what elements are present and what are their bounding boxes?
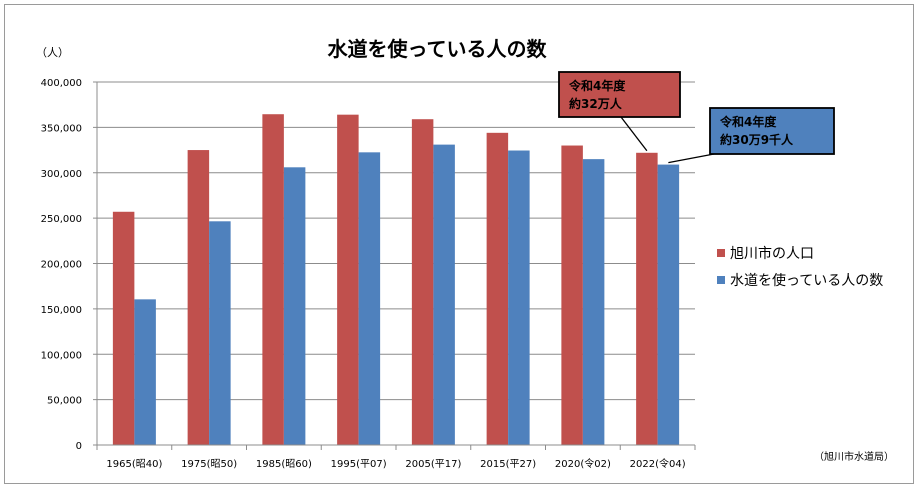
callout-box	[558, 71, 681, 118]
bar-water-users-4	[433, 144, 455, 445]
y-tick-label: 50,000	[47, 396, 82, 407]
chart-title: 水道を使っている人の数	[328, 37, 548, 61]
callout-label: 令和4年度	[568, 78, 626, 93]
y-axis-ticks: 0 50,000 100,000 150,000 200,000 250,000 300,0…	[41, 78, 97, 452]
y-tick-label: 250,000	[41, 214, 82, 225]
bar-population-1	[187, 150, 210, 445]
y-tick-label: 350,000	[41, 123, 82, 134]
bar-population-5	[486, 132, 509, 445]
x-tick-label: 2015(平27)	[480, 459, 536, 470]
callout-label: 約30万9千人	[720, 132, 794, 147]
y-tick-label: 400,000	[41, 78, 82, 89]
x-tick-label: 1965(昭40)	[106, 458, 162, 470]
y-tick-label: 100,000	[41, 350, 82, 361]
y-tick-label: 150,000	[41, 305, 82, 316]
bar-water-users-7	[657, 164, 680, 445]
callout-box	[709, 107, 835, 155]
callout-label: 令和4年度	[719, 114, 777, 129]
bar-water-users-3	[358, 152, 381, 446]
bars	[112, 114, 680, 446]
callout-leader-line	[668, 153, 715, 164]
legend-swatch	[717, 276, 725, 284]
x-tick-label: 2020(令02)	[555, 457, 611, 470]
bar-population-6	[561, 145, 583, 445]
x-axis-ticks: 1965(昭40) 1975(昭50) 1985(昭60) 1995(平07) 2005…	[96, 445, 696, 470]
x-tick-label: 1985(昭60)	[256, 458, 312, 470]
legend-label: 水道を使っている人の数	[730, 272, 883, 289]
bar-population-2	[262, 114, 284, 445]
legend-label: 旭川市の人口	[730, 245, 814, 262]
gridlines	[97, 81, 695, 401]
y-tick-label: 200,000	[41, 260, 82, 271]
callout-leader-line	[620, 116, 648, 152]
bar-water-users-1	[209, 221, 231, 445]
axes	[96, 82, 695, 446]
bar-population-4	[411, 119, 434, 446]
bar-water-users-5	[508, 150, 530, 446]
x-tick-label: 2022(令04)	[630, 457, 686, 470]
y-tick-label: 0	[76, 441, 82, 452]
bar-water-users-2	[283, 167, 306, 445]
y-unit-label: （人）	[36, 46, 69, 59]
source-note: （旭川市水道局）	[814, 450, 894, 463]
bar-water-users-6	[582, 159, 605, 445]
bar-population-7	[636, 152, 658, 445]
x-tick-label: 1975(昭50)	[181, 458, 237, 470]
x-tick-label: 2005(平17)	[405, 459, 461, 470]
legend-swatch	[717, 249, 725, 257]
x-tick-label: 1995(平07)	[331, 459, 387, 470]
y-tick-label: 300,000	[41, 169, 82, 180]
callout-label: 約32万人	[569, 96, 623, 111]
bar-population-3	[337, 114, 359, 446]
bar-population-0	[112, 211, 135, 445]
bar-water-users-0	[134, 299, 156, 445]
